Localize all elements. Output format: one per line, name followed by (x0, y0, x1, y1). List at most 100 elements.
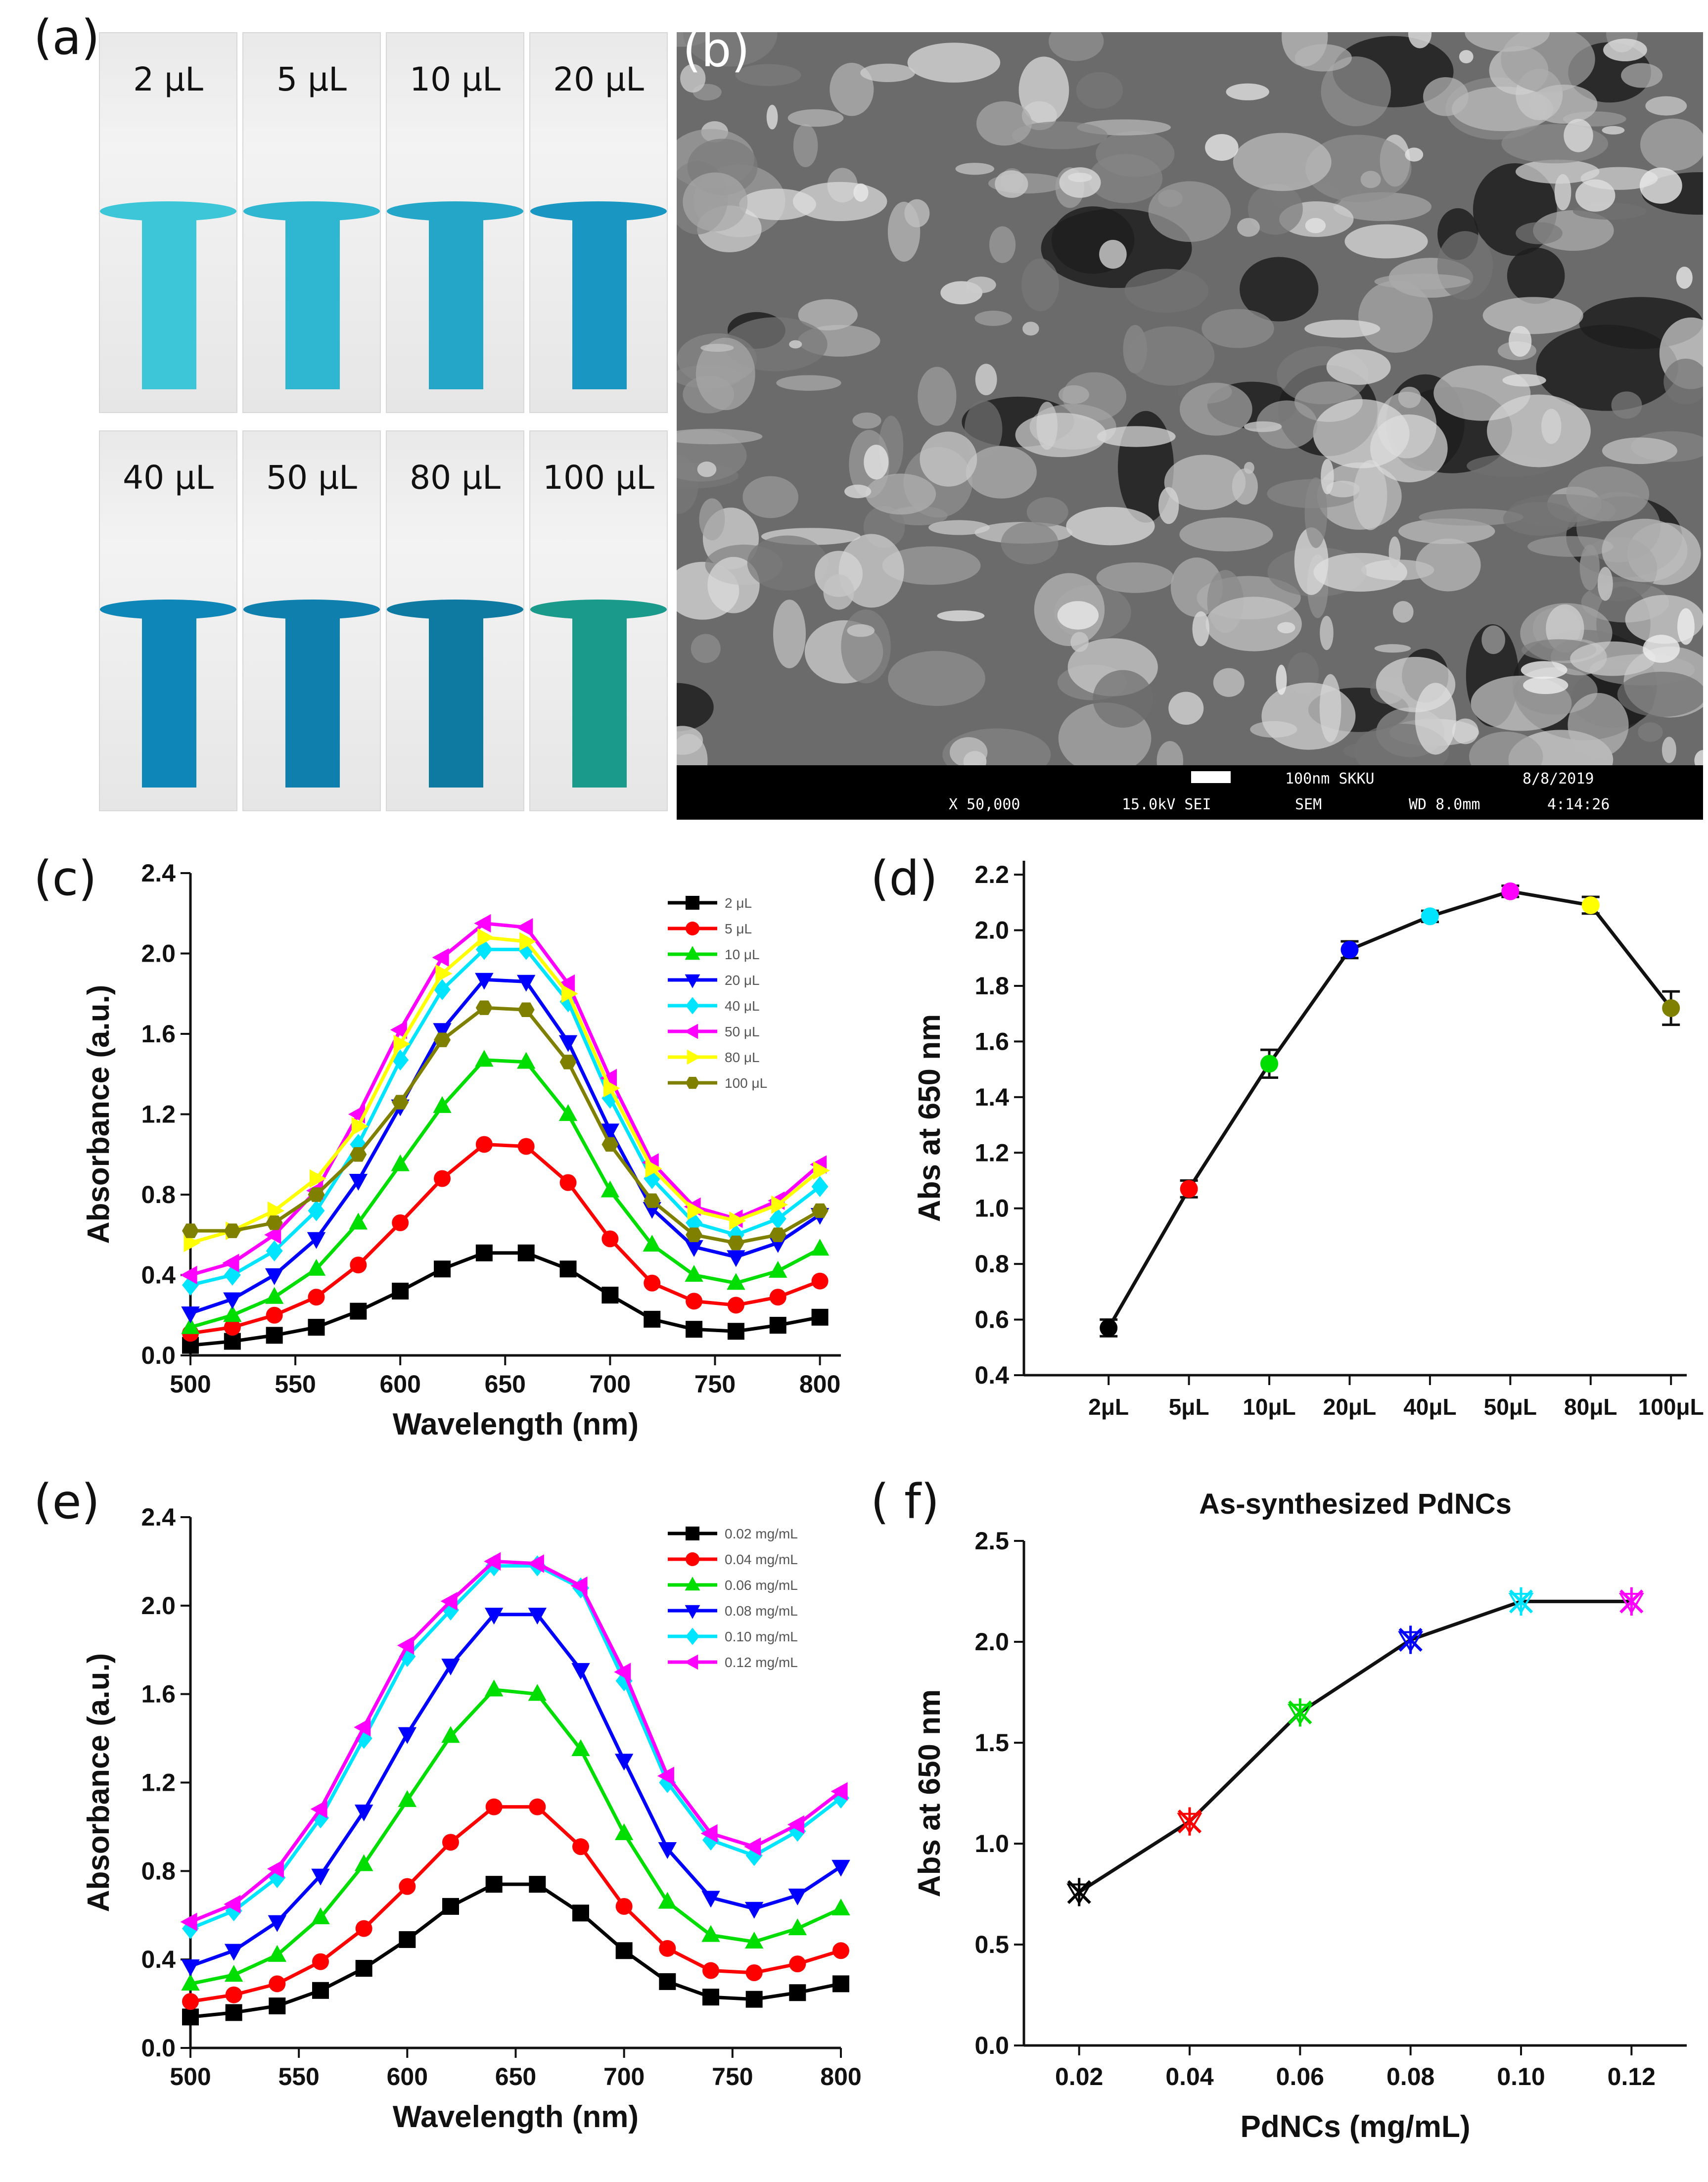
data-point (476, 1245, 493, 1261)
data-point (1340, 941, 1358, 959)
liquid-column (572, 609, 627, 788)
liquid-column (285, 211, 340, 389)
data-point (702, 1989, 719, 2005)
sem-wd: WD 8.0mm (1409, 796, 1480, 813)
y-axis-label: Abs at 650 nm (913, 1014, 947, 1222)
y-tick-label: 2.4 (141, 859, 176, 887)
x-tick-label: 0.08 (1386, 2063, 1434, 2090)
sem-particle (866, 473, 936, 514)
data-point (399, 1878, 415, 1895)
data-point (392, 1283, 409, 1300)
sem-particle (1415, 683, 1456, 754)
y-tick-label: 1.6 (141, 1020, 176, 1048)
sem-particle (699, 498, 725, 540)
x-tick-label: 10μL (1243, 1394, 1295, 1420)
sem-highlight (824, 574, 854, 610)
sem-particle (1327, 349, 1391, 385)
sem-particle (1640, 119, 1703, 171)
cuvette-label: 40 μL (100, 459, 236, 497)
data-point (432, 948, 449, 967)
cuvette: 80 μL (386, 430, 524, 811)
sem-particle (1201, 309, 1274, 348)
data-point (560, 1260, 577, 1277)
legend-entry: 10 μL (725, 947, 760, 962)
cuvette-label: 10 μL (387, 60, 523, 98)
sem-particle (1179, 517, 1273, 552)
sem-voltage: 15.0kV SEI (1122, 796, 1211, 813)
x-tick-label: 800 (820, 2063, 861, 2090)
y-axis-label: Absorbance (a.u.) (82, 985, 116, 1244)
sem-particle (860, 64, 915, 82)
sem-particle (677, 429, 762, 444)
y-tick-label: 1.6 (974, 1027, 1009, 1055)
y-tick-label: 0.8 (141, 1857, 176, 1885)
sem-highlight (1192, 611, 1209, 647)
sem-texture (677, 32, 1703, 765)
sem-particle (1527, 536, 1613, 557)
data-point (559, 1035, 577, 1052)
legend-entry: 0.08 mg/mL (725, 1603, 798, 1619)
data-point (789, 1984, 806, 2001)
sem-particle (1059, 385, 1089, 404)
panel-label-a: (a) (34, 10, 100, 65)
sem-particle (1313, 399, 1410, 468)
sem-highlight (1521, 661, 1568, 679)
sem-particle (1516, 222, 1563, 244)
sem-particle (1093, 670, 1153, 728)
data-point (571, 1663, 590, 1680)
sem-particle (1568, 693, 1628, 757)
x-tick-label: 500 (170, 2063, 211, 2090)
sem-particle (747, 535, 828, 591)
cuvette: 10 μL (386, 32, 524, 413)
data-point (265, 1287, 283, 1304)
data-point (266, 1307, 283, 1324)
data-point (269, 1997, 285, 2014)
series-line (190, 1008, 820, 1243)
sem-highlight (844, 485, 871, 499)
data-point (686, 997, 699, 1015)
data-point (350, 1256, 367, 1273)
x-tick-label: 0.06 (1276, 2063, 1324, 2090)
data-point (350, 1303, 367, 1320)
x-axis-label: PdNCs (mg/mL) (1241, 2110, 1471, 2144)
sem-particle (1621, 63, 1662, 88)
data-point (529, 1799, 546, 1815)
y-axis-label: Abs at 650 nm (913, 1689, 947, 1897)
cuvette: 5 μL (242, 32, 381, 413)
data-point (812, 1273, 829, 1290)
sem-highlight (1603, 39, 1647, 61)
sem-particle (691, 634, 721, 663)
data-point (572, 1838, 589, 1855)
panel-label-b: (b) (683, 22, 750, 78)
data-point (831, 1899, 850, 1915)
cuvette: 2 μL (99, 32, 237, 413)
x-tick-label: 20μL (1323, 1394, 1376, 1420)
x-tick-label: 0.02 (1055, 2063, 1103, 2090)
axes: 0.40.60.81.01.21.41.61.82.02.22μL 5μL 10μL… (974, 861, 1704, 1420)
data-point (226, 1987, 242, 2003)
cuvette-label: 50 μL (243, 459, 380, 497)
y-tick-label: 0.8 (141, 1181, 176, 1208)
data-point (268, 1915, 286, 1932)
sem-particle (928, 520, 990, 535)
sem-particle (683, 173, 747, 232)
data-point (485, 1679, 503, 1696)
data-point (687, 1050, 701, 1065)
y-axis-label: Absorbance (a.u.) (82, 1653, 116, 1912)
sem-particle (1261, 683, 1355, 750)
sem-particle (1304, 320, 1380, 337)
sem-highlight (1022, 322, 1039, 335)
y-tick-label: 1.2 (141, 1101, 176, 1128)
x-tick-label: 0.04 (1165, 2063, 1214, 2090)
y-tick-label: 1.4 (974, 1083, 1009, 1111)
data-point (615, 1754, 633, 1770)
sem-particle (742, 476, 798, 518)
data-point (518, 1138, 535, 1155)
data-point (659, 1940, 676, 1957)
data-point (702, 1962, 719, 1979)
sem-particle (1481, 625, 1505, 654)
data-point (442, 1834, 459, 1851)
chart-e-absorbance-spectra-concentration: 500 550 600 650 700 750 8000.00.40.81.21.62.02… (0, 1472, 861, 2174)
data-point (644, 1275, 660, 1292)
sem-highlight (1677, 608, 1695, 645)
